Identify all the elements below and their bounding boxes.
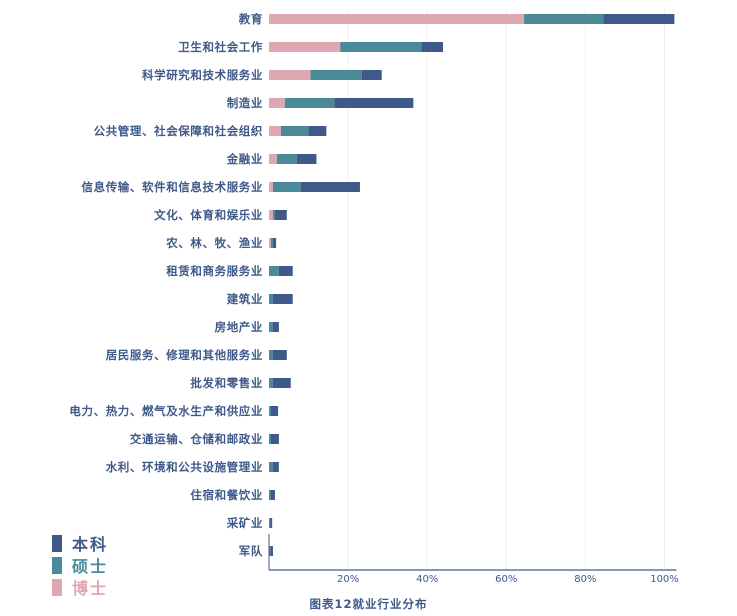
bar-benke-19 [270,546,273,556]
x-axis: 20% 40% 60% 80% 100% [268,534,679,585]
bar-boshi-0 [269,14,525,24]
legend-swatch-boshi [52,578,62,596]
bar-benke-3 [334,98,414,108]
bar-shuoshi-11 [269,322,273,332]
bar-shuoshi-2 [310,70,362,80]
legend-item-benke: 本科 [52,532,108,554]
legend-item-shuoshi: 硕士 [52,554,108,576]
bar-boshi-5 [269,154,277,164]
bars [269,14,675,556]
x-tick-label-60: 60% [495,574,517,585]
category-label-7: 文化、体育和娱乐业 [154,208,263,222]
bar-benke-14 [270,406,279,416]
legend: 本科 硕士 博士 [52,532,108,598]
bar-shuoshi-14 [269,406,271,416]
bar-benke-0 [603,14,675,24]
legend-item-boshi: 博士 [52,576,108,598]
category-label-11: 房地产业 [215,320,263,334]
bar-boshi-6 [269,182,273,192]
bar-benke-15 [270,434,279,444]
bar-boshi-7 [269,210,273,220]
bar-benke-11 [272,322,279,332]
bar-boshi-8 [269,238,271,248]
bar-shuoshi-3 [284,98,335,108]
legend-label-benke: 本科 [72,535,109,554]
category-label-9: 租赁和商务服务业 [166,264,263,278]
bar-shuoshi-4 [280,126,309,136]
bar-benke-12 [272,350,287,360]
bar-shuoshi-18 [269,518,271,528]
category-label-17: 住宿和餐饮业 [190,488,263,502]
legend-swatch-benke [52,534,62,552]
category-label-5: 金融业 [226,152,263,166]
x-tick-label-20: 20% [337,574,359,585]
legend-label-boshi: 博士 [72,579,109,598]
bar-benke-2 [361,70,382,80]
bar-shuoshi-0 [524,14,604,24]
bar-shuoshi-6 [272,182,301,192]
chart-caption: 图表12就业行业分布 [309,597,428,611]
x-tick-label-100: 100% [650,574,679,585]
category-label-14: 电力、热力、燃气及水生产和供应业 [69,404,263,418]
bar-benke-6 [300,182,360,192]
category-labels: 教育卫生和社会工作科学研究和技术服务业制造业公共管理、社会保障和社会组织金融业信… [69,12,264,558]
legend-label-shuoshi: 硕士 [72,557,109,576]
bar-boshi-4 [269,126,281,136]
bar-shuoshi-16 [269,462,273,472]
bar-benke-1 [421,42,444,52]
category-label-2: 科学研究和技术服务业 [142,68,263,82]
bar-boshi-1 [269,42,341,52]
bar-benke-10 [272,294,293,304]
x-tick-label-40: 40% [416,574,438,585]
x-tick-label-80: 80% [574,574,596,585]
bar-benke-18 [270,518,273,528]
bar-shuoshi-12 [269,350,273,360]
category-label-16: 水利、环境和公共设施管理业 [106,460,263,474]
category-label-12: 居民服务、修理和其他服务业 [106,348,263,362]
bar-shuoshi-17 [269,490,271,500]
category-label-10: 建筑业 [227,292,263,306]
bar-benke-16 [272,462,279,472]
bar-benke-7 [274,210,287,220]
category-label-15: 交通运输、仓储和邮政业 [130,432,263,446]
bar-shuoshi-5 [276,154,297,164]
category-label-1: 卫生和社会工作 [178,40,263,54]
bar-boshi-2 [269,70,311,80]
category-label-3: 制造业 [227,96,263,110]
category-label-13: 批发和零售业 [190,376,263,390]
grid-lines [347,8,665,570]
bar-benke-5 [296,154,317,164]
category-label-8: 农、林、牧、渔业 [165,236,263,250]
bar-benke-9 [278,266,293,276]
bar-shuoshi-15 [269,434,271,444]
bar-shuoshi-9 [269,266,279,276]
bar-benke-4 [308,126,327,136]
bar-shuoshi-8 [270,238,273,248]
bar-shuoshi-7 [272,210,275,220]
category-label-4: 公共管理、社会保障和社会组织 [94,124,263,138]
category-label-18: 采矿业 [226,516,263,530]
category-label-6: 信息传输、软件和信息技术服务业 [82,180,264,194]
category-label-0: 教育 [238,12,263,26]
bar-shuoshi-1 [340,42,422,52]
bar-benke-8 [272,238,277,248]
category-label-19: 军队 [239,544,263,558]
bar-shuoshi-10 [269,294,273,304]
bar-shuoshi-13 [269,378,273,388]
bar-benke-13 [272,378,291,388]
legend-swatch-shuoshi [52,556,62,574]
bar-benke-17 [270,490,275,500]
bar-boshi-3 [269,98,285,108]
bar-shuoshi-19 [269,546,271,556]
